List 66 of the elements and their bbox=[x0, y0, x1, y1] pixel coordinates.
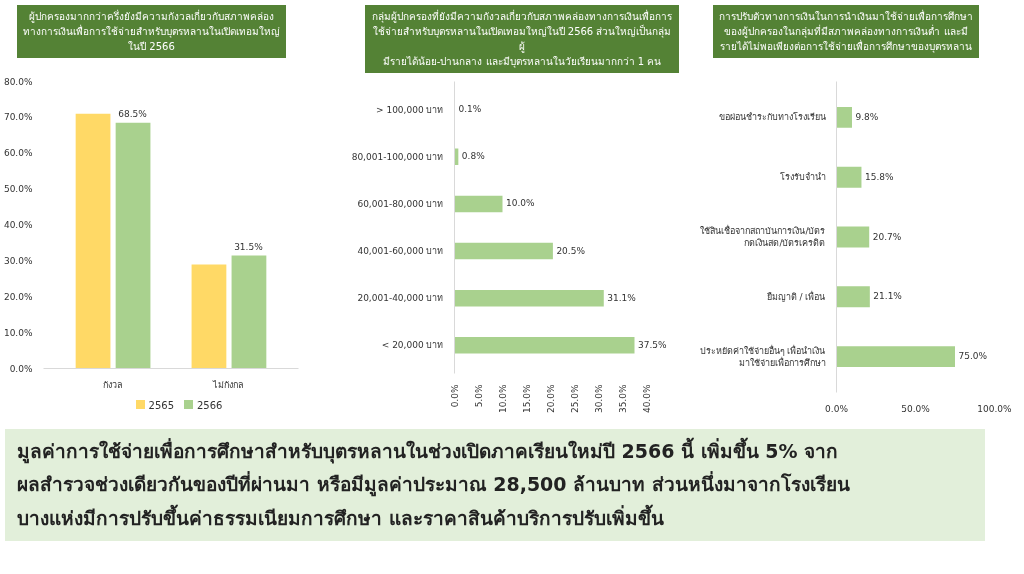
bar bbox=[231, 255, 267, 369]
y-tick-label: ขอผ่อนชำระกับทางโรงเรียน bbox=[718, 112, 826, 123]
y-tick-label: 40.0% bbox=[3, 220, 33, 230]
x-tick-label: 10.0% bbox=[497, 384, 508, 414]
data-label: 20.5% bbox=[556, 245, 585, 256]
y-tick-label: 60,001-80,000 บาท bbox=[357, 198, 444, 209]
data-label: 21.1% bbox=[873, 291, 902, 302]
x-tick-label: 100.0% bbox=[977, 403, 1013, 414]
bar bbox=[836, 226, 870, 248]
data-label: 37.5% bbox=[638, 339, 667, 350]
data-label: 9.8% bbox=[855, 111, 879, 122]
y-tick-label: 80,001-100,000 บาท bbox=[351, 151, 444, 162]
x-tick-label: ไม่กังกล bbox=[212, 379, 245, 390]
x-tick-label: 30.0% bbox=[593, 384, 604, 414]
y-tick-label: 20,001-40,000 บาท bbox=[357, 293, 444, 304]
y-tick-label: < 20,000 บาท bbox=[381, 340, 444, 351]
x-tick-label: 20.0% bbox=[545, 384, 556, 414]
legend-label: 2565 bbox=[148, 400, 174, 411]
data-label: 10.0% bbox=[506, 198, 535, 209]
bar bbox=[454, 337, 635, 354]
y-tick-label: ใช้สินเชื่อจากสถาบันการเงิน/บัตร กดเงินสด/บัตรเครดิต bbox=[700, 224, 826, 248]
x-tick-label: 40.0% bbox=[641, 384, 652, 414]
chart-title: ผู้ปกครองมากกว่าครึ่งยังมีความกังวลเกี่ยวกับสภาพคล่อง ทางการเงินเพื่อการใช้จ่ายสำหรับบุตรหลานในเปิดเทอมใหญ่ ในปี 2566 bbox=[17, 5, 286, 58]
y-tick-label: 10.0% bbox=[3, 327, 33, 338]
text: มูลค่าการใช้จ่ายเพื่อการศึกษาสำหรับบุตรหลานในช่วงเปิดภาคเรียนใหม่ปี 2566 นี้ เพิ่มขึ้น 5% จาก ผลสำรวจช่วงเดียวกันของปีที่ผ่านมา หรือมีมูลค่าประมาณ 28,500 ล้านบาท ส่วนหนึ่งมาจากโรงเรียน บางแห่งมีการปรับขึ้นค่าธรรมเนียมการศึกษา และราคาสินค้าบริการปรับเพิ่มขึ้น bbox=[5, 429, 985, 541]
bar bbox=[75, 113, 111, 369]
x-tick-label: 5.0% bbox=[473, 384, 484, 408]
bar bbox=[115, 122, 151, 369]
y-tick-label: 60.0% bbox=[3, 148, 33, 159]
bar bbox=[836, 166, 862, 188]
x-tick-label: 35.0% bbox=[617, 384, 628, 414]
y-tick-label: 70.0% bbox=[3, 112, 33, 123]
bar bbox=[191, 264, 227, 369]
bar bbox=[454, 289, 604, 307]
bar bbox=[454, 242, 553, 260]
bar bbox=[836, 106, 852, 128]
data-label: 20.7% bbox=[872, 231, 902, 242]
data-label: 75.0% bbox=[958, 351, 988, 362]
bar bbox=[836, 286, 870, 308]
data-label: 68.5% bbox=[118, 109, 147, 120]
y-tick-label: 0.0% bbox=[9, 363, 33, 374]
y-tick-label: 40,001-60,000 บาท bbox=[357, 246, 444, 257]
legend-label: 2566 bbox=[197, 400, 223, 411]
y-tick-label: 80.0% bbox=[3, 76, 33, 87]
y-tick-label: > 100,000 บาท bbox=[376, 104, 444, 115]
chart-title: การปรับตัวทางการเงินในการนำเงินมาใช้จ่ายเพื่อการศึกษา ของผู้ปกครองในกลุ่มที่มีสภาพคล่องทางการเงินต่ำ และมี รายได้ไม่พอเพียงต่อการใช้จ่ายเพื่อการศึกษาของบุตรหลาน bbox=[713, 5, 979, 58]
bar bbox=[454, 195, 503, 213]
y-tick-label: ประหยัดค่าใช้จ่ายอื่นๆ เพื่อนำเงิน มาใช้จ่ายเพื่อการศึกษา bbox=[699, 343, 826, 368]
x-tick-label: 50.0% bbox=[901, 403, 931, 414]
y-tick-label: ยืมญาติ / เพื่อน bbox=[766, 289, 826, 302]
x-tick-label: 0.0% bbox=[449, 384, 460, 408]
x-tick-label: 15.0% bbox=[521, 384, 532, 414]
x-tick-label: กังวล bbox=[103, 379, 124, 390]
data-label: 15.8% bbox=[864, 171, 894, 182]
y-tick-label: 20.0% bbox=[3, 291, 33, 302]
data-label: 0.1% bbox=[458, 104, 482, 115]
bar bbox=[836, 346, 955, 368]
chart-title: กลุ่มผู้ปกครองที่ยังมีความกังวลเกี่ยวกับสภาพคล่องทางการเงินเพื่อการ ใช้จ่ายสำหรับบุตรหลานในเปิดเทอมใหญ่ในปี 2566 ส่วนใหญ่เป็นกลุ่มผู้ มีรายได้น้อย-ปานกลาง และมีบุตรหลานในวัยเรียนมากกว่า 1 คน bbox=[365, 5, 679, 73]
y-tick-label: 30.0% bbox=[3, 255, 33, 266]
x-tick-label: 0.0% bbox=[825, 403, 849, 414]
y-tick-label: โรงรับจำนำ bbox=[779, 172, 826, 183]
data-label: 31.1% bbox=[607, 292, 636, 303]
data-label: 31.5% bbox=[234, 241, 263, 252]
data-label: 0.8% bbox=[461, 151, 485, 162]
y-tick-label: 50.0% bbox=[3, 184, 33, 195]
x-tick-label: 25.0% bbox=[569, 384, 580, 414]
